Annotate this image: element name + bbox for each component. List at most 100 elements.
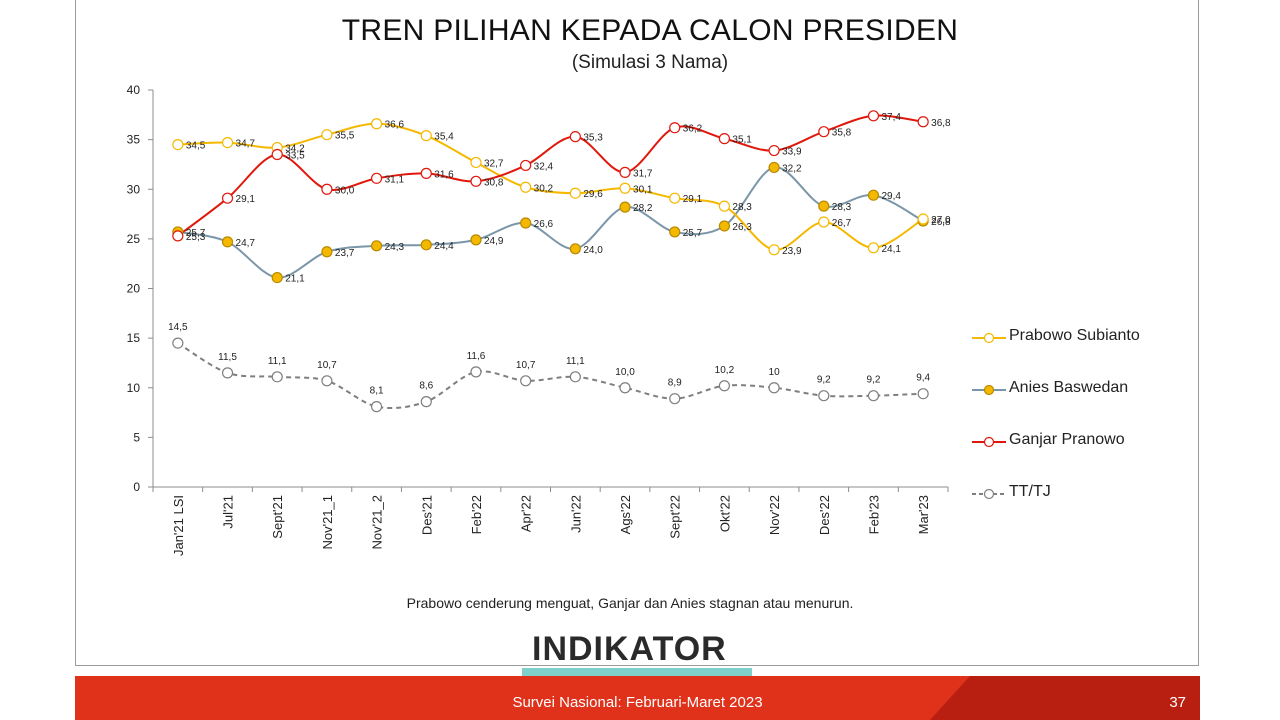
data-label: 25,7 [186, 228, 206, 239]
legend-marker-icon [972, 437, 1006, 448]
data-point [917, 116, 929, 128]
data-point [221, 137, 234, 149]
data-point [768, 382, 780, 394]
logo-text: INDIKATOR [532, 630, 727, 668]
data-point [718, 133, 731, 145]
data-point [221, 236, 234, 248]
data-point [669, 226, 681, 238]
data-point [470, 156, 482, 169]
data-label: 26,6 [534, 219, 554, 230]
x-tick-label: Okt'22 [717, 495, 732, 532]
legend-marker-icon [972, 333, 1006, 344]
data-label: 25,7 [683, 228, 703, 239]
x-tick-label: Nov'22 [767, 495, 782, 535]
x-tick-label: Apr'22 [519, 495, 534, 532]
x-tick-label: Feb'22 [469, 495, 484, 534]
data-point [768, 244, 780, 256]
data-point [172, 230, 184, 242]
data-point [420, 167, 432, 179]
data-point [370, 401, 383, 413]
data-label: 31,1 [385, 174, 405, 185]
data-label: 29,1 [683, 194, 703, 205]
data-label: 35,3 [583, 133, 603, 144]
legend-marker-icon [972, 385, 1006, 396]
data-point [669, 122, 681, 134]
data-label: 35,4 [434, 132, 454, 143]
data-point [420, 396, 432, 408]
data-label: 26,8 [931, 217, 951, 228]
data-point [569, 131, 581, 143]
data-point [569, 371, 581, 383]
footer-bar: Survei Nasional: Februari-Maret 2023 37 [75, 676, 1200, 720]
data-label: 31,6 [434, 169, 454, 180]
data-label: 9,2 [867, 375, 881, 386]
data-point [867, 242, 880, 254]
y-tick-label: 30 [127, 182, 141, 196]
data-label: 28,3 [732, 202, 752, 213]
page-number: 37 [1169, 694, 1186, 711]
data-label: 30,8 [484, 177, 504, 188]
x-tick-label: Feb'23 [866, 495, 881, 534]
x-tick-label: Des'22 [817, 495, 832, 535]
data-point [867, 110, 880, 122]
data-label: 32,7 [484, 158, 504, 169]
data-label: 24,0 [583, 245, 603, 256]
data-label: 23,7 [335, 248, 355, 259]
data-point [867, 390, 880, 402]
data-point [818, 126, 830, 138]
series-line [177, 342, 924, 410]
indikator-logo: INDIKATOR [522, 628, 752, 682]
data-label: 28,3 [832, 202, 852, 213]
data-point [420, 239, 432, 251]
data-point [470, 234, 482, 246]
line-chart: 0 5 10 15 20 25 30 35 40 Jan'21 LSI Jul'21 Sept'21 N… [127, 83, 951, 556]
data-label: 36,6 [385, 120, 405, 131]
data-label: 11,1 [566, 356, 585, 367]
data-label: 27,0 [931, 215, 951, 226]
data-label: 24,3 [385, 242, 405, 253]
data-point [867, 189, 880, 201]
data-label: 36,2 [683, 124, 703, 135]
data-label: 32,2 [782, 163, 802, 174]
data-point [917, 213, 929, 225]
data-label: 11,1 [268, 356, 287, 367]
data-point [370, 240, 383, 252]
data-label: 29,4 [881, 191, 901, 202]
data-point [271, 371, 283, 383]
data-point [619, 182, 631, 194]
data-point [271, 148, 283, 161]
series-line [177, 114, 924, 237]
data-point [321, 246, 333, 258]
y-tick-label: 35 [127, 133, 141, 147]
data-point [172, 138, 184, 151]
data-label: 33,5 [285, 151, 305, 162]
data-label: 28,2 [633, 203, 653, 214]
data-point [520, 217, 532, 229]
data-point [768, 144, 780, 157]
data-point [520, 181, 532, 193]
data-point [669, 393, 681, 405]
data-point [718, 220, 731, 232]
legend-label: Ganjar Pranowo [1009, 431, 1125, 448]
y-tick-label: 15 [127, 331, 141, 345]
x-tick-label: Ags'22 [618, 495, 633, 534]
series-line [177, 166, 924, 279]
data-point [370, 172, 383, 184]
data-label: 10,7 [317, 360, 337, 371]
legend-label: Anies Baswedan [1009, 379, 1129, 396]
data-point [221, 192, 234, 204]
data-label: 35,8 [832, 128, 852, 139]
data-point [619, 166, 631, 178]
data-point [321, 183, 333, 195]
data-point [221, 367, 234, 379]
data-label: 10,2 [715, 365, 735, 376]
y-tick-label: 10 [127, 381, 141, 395]
series-line [177, 122, 924, 251]
data-label: 34,2 [285, 144, 305, 155]
x-tick-label: Nov'21_1 [320, 495, 335, 550]
data-point [271, 271, 283, 284]
data-label: 10,0 [615, 367, 635, 378]
data-label: 8,1 [370, 386, 384, 397]
data-point [321, 375, 333, 387]
data-point [569, 243, 581, 255]
